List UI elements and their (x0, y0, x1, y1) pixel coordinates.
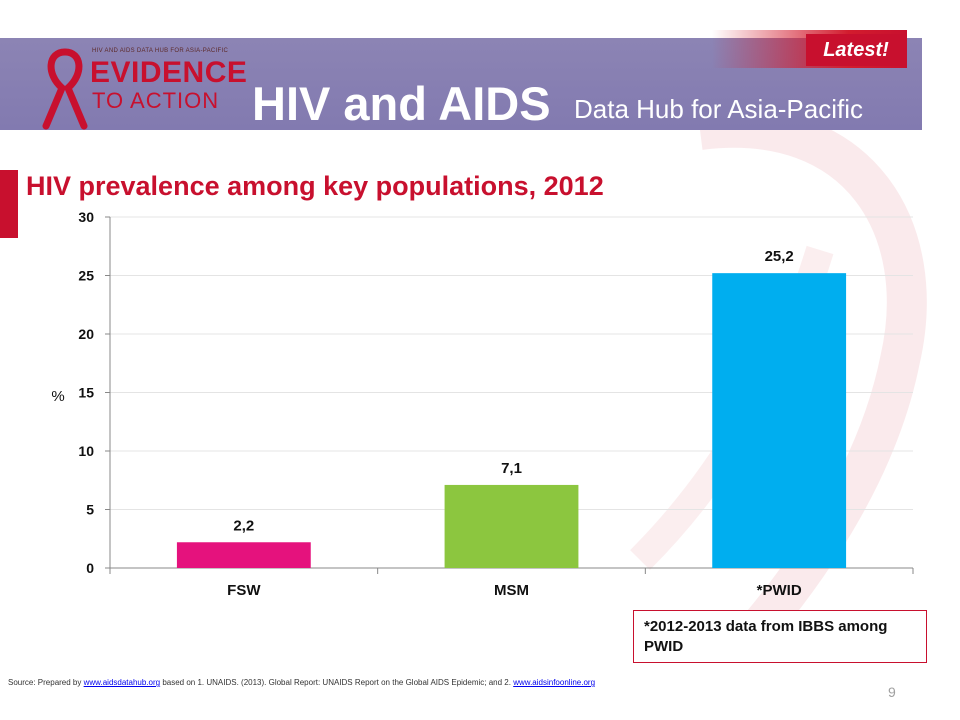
y-tick-label: 5 (86, 502, 94, 518)
bar-value-label: 2,2 (233, 517, 254, 534)
x-axis-ticks: FSW MSM *PWID (109, 568, 914, 599)
logo-text-evidence: EVIDENCE (90, 56, 248, 89)
y-tick-label: 0 (86, 560, 94, 576)
y-tick-label: 20 (78, 326, 94, 342)
bar-value-label: 7,1 (501, 460, 522, 477)
aidsdatahub-link[interactable]: www.aidsdatahub.org (83, 678, 161, 687)
title-accent-bar (0, 170, 18, 238)
x-tick-label: MSM (494, 582, 529, 599)
y-axis-ticks: 0 5 10 15 20 25 30 (78, 209, 110, 576)
page-number: 9 (888, 684, 896, 700)
latest-badge[interactable]: Latest! (806, 34, 906, 66)
source-middle: based on 1. UNAIDS. (2013). Global Repor… (160, 678, 514, 687)
bar-pwid (712, 273, 847, 568)
bar-value-labels: 2,2 7,1 25,2 (233, 248, 793, 534)
bar-chart: 0 5 10 15 20 25 30 2,2 7,1 25,2 FSW MSM *PWID % (51, 209, 914, 599)
y-tick-label: 25 (78, 268, 94, 284)
bar-fsw (176, 542, 311, 568)
banner-title: HIV and AIDS (252, 77, 551, 130)
y-tick-label: 15 (78, 385, 94, 401)
bar-msm (444, 484, 579, 568)
x-tick-label: *PWID (757, 582, 802, 599)
aids-ribbon-icon (42, 48, 88, 130)
logo-tagline: HIV AND AIDS DATA HUB FOR ASIA-PACIFIC (92, 48, 229, 54)
source-prefix: Source: Prepared by (8, 678, 84, 687)
banner-subtitle: Data Hub for Asia-Pacific (574, 94, 864, 124)
x-tick-label: FSW (227, 582, 261, 599)
slide-title: HIV prevalence among key populations, 20… (26, 171, 604, 201)
chart-bars (176, 273, 847, 568)
bar-value-label: 25,2 (765, 248, 794, 265)
footnote-box: *2012-2013 data from IBBS among PWID (633, 610, 927, 663)
y-tick-label: 10 (78, 443, 94, 459)
y-tick-label: 30 (78, 209, 94, 225)
logo-text-to-action: TO ACTION (92, 88, 220, 113)
source-line: Source: Prepared by www.aidsdatahub.org … (8, 677, 838, 689)
y-axis-label: % (51, 388, 64, 405)
aidsinfoonline-link[interactable]: www.aidsinfoonline.org (513, 678, 596, 687)
